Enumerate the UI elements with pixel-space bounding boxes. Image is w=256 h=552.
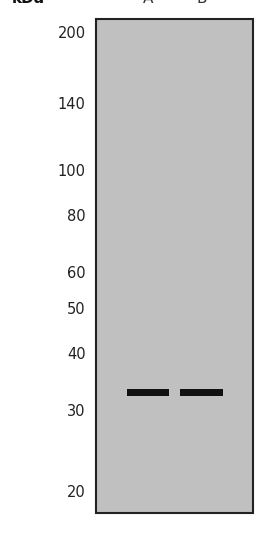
Text: 140: 140 <box>58 97 86 112</box>
Bar <box>180 389 223 396</box>
Bar <box>96 19 253 513</box>
Text: 30: 30 <box>67 404 86 419</box>
Text: B: B <box>196 0 207 6</box>
Text: kDa: kDa <box>12 0 45 6</box>
Text: 40: 40 <box>67 347 86 362</box>
Text: 20: 20 <box>67 485 86 500</box>
Text: 50: 50 <box>67 302 86 317</box>
Text: A: A <box>143 0 153 6</box>
Text: 200: 200 <box>58 26 86 41</box>
Bar <box>127 389 169 396</box>
Text: 80: 80 <box>67 209 86 224</box>
Text: 100: 100 <box>58 164 86 179</box>
Text: 60: 60 <box>67 266 86 281</box>
